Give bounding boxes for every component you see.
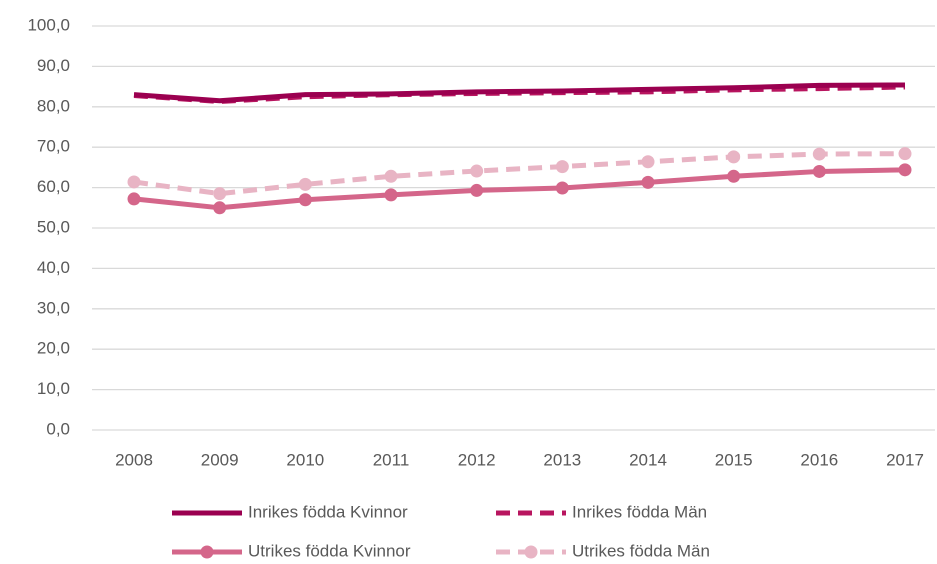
point — [812, 147, 826, 161]
series-line — [133, 82, 906, 104]
point — [470, 183, 484, 197]
series-line — [133, 151, 906, 197]
x-tick-label: 2014 — [629, 450, 667, 469]
point — [298, 193, 312, 207]
legend-label: Utrikes födda Kvinnor — [248, 541, 411, 560]
point — [127, 192, 141, 206]
x-tick-label: 2012 — [458, 450, 496, 469]
y-tick-label: 20,0 — [37, 339, 70, 358]
point — [555, 160, 569, 174]
x-tick-label: 2016 — [800, 450, 838, 469]
point — [384, 169, 398, 183]
legend-marker — [200, 545, 214, 559]
y-tick-label: 30,0 — [37, 298, 70, 317]
series-line — [133, 167, 906, 211]
legend-marker — [524, 545, 538, 559]
point — [298, 177, 312, 191]
legend-label: Inrikes födda Män — [572, 502, 707, 521]
y-tick-label: 80,0 — [37, 96, 70, 115]
point — [641, 175, 655, 189]
point — [127, 175, 141, 189]
x-tick-label: 2013 — [543, 450, 581, 469]
point — [727, 169, 741, 183]
point — [898, 163, 912, 177]
legend-label: Inrikes födda Kvinnor — [248, 502, 408, 521]
y-tick-label: 50,0 — [37, 217, 70, 236]
y-tick-label: 40,0 — [37, 258, 70, 277]
x-tick-label: 2008 — [115, 450, 153, 469]
point — [384, 188, 398, 202]
x-tick-label: 2017 — [886, 450, 924, 469]
y-tick-label: 10,0 — [37, 379, 70, 398]
point — [898, 147, 912, 161]
point — [213, 201, 227, 215]
y-tick-label: 90,0 — [37, 56, 70, 75]
point — [812, 164, 826, 178]
y-tick-label: 0,0 — [46, 419, 70, 438]
y-tick-label: 70,0 — [37, 137, 70, 156]
x-tick-label: 2010 — [286, 450, 324, 469]
point — [470, 164, 484, 178]
x-tick-label: 2009 — [201, 450, 239, 469]
point — [641, 155, 655, 169]
y-tick-label: 60,0 — [37, 177, 70, 196]
legend-label: Utrikes födda Män — [572, 541, 710, 560]
x-tick-label: 2011 — [373, 450, 410, 469]
point — [213, 187, 227, 201]
point — [727, 150, 741, 164]
x-tick-label: 2015 — [715, 450, 753, 469]
point — [555, 181, 569, 195]
y-tick-label: 100,0 — [27, 15, 70, 34]
